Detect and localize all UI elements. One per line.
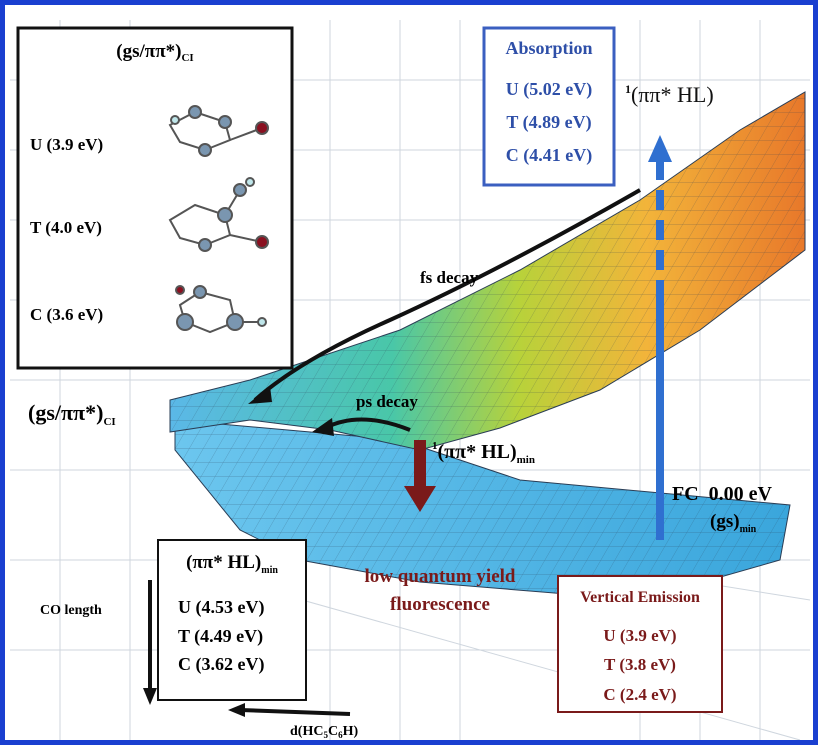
title-main: (gs/ππ*) [116,41,181,62]
main: (gs) [710,511,740,532]
main: (ππ* HL) [631,82,714,107]
box-item: U (3.9 eV) [30,135,103,154]
box-item: U (5.02 eV) [506,79,592,100]
co-length-label: CO length [40,603,102,618]
sub: min [517,454,535,466]
title-sub: CI [181,52,193,64]
box-item: C (3.62 eV) [178,654,264,675]
pp-hl-label: 1(ππ* HL) [625,82,714,107]
box-item: T (3.8 eV) [604,655,676,674]
box-item: C (2.4 eV) [603,685,676,704]
absorption-title: Absorption [505,38,592,58]
box-item: C (3.6 eV) [30,305,103,324]
part: H) [343,724,359,739]
part: d(HC [290,724,323,739]
sub: CI [103,416,115,428]
box-item: U (4.53 eV) [178,597,264,618]
box-item: T (4.49 eV) [178,626,263,647]
fs-decay-label: fs decay [420,268,479,287]
emission-title: Vertical Emission [580,589,700,606]
sub: min [740,524,757,535]
box-item: T (4.0 eV) [30,218,102,237]
box-item: U (3.9 eV) [603,626,676,645]
fc-label: FC 0.00 eV [672,483,773,505]
main: (ππ* HL) [186,552,261,573]
ci-label: (gs/ππ*)CI [28,400,116,428]
fluorescence-line: fluorescence [390,594,490,615]
figure: (gs/ππ*)CI U (3.9 eV)T (4.0 eV)C (3.6 eV… [0,0,818,745]
main: (gs/ππ*) [28,400,103,425]
box-item: T (4.89 eV) [506,112,591,133]
sub: min [261,565,278,576]
part: C [328,724,338,739]
fluorescence-line: low quantum yield [365,566,516,587]
box-item: C (4.41 eV) [506,145,592,166]
main: (ππ* HL) [438,441,517,463]
ps-decay-label: ps decay [356,392,418,411]
